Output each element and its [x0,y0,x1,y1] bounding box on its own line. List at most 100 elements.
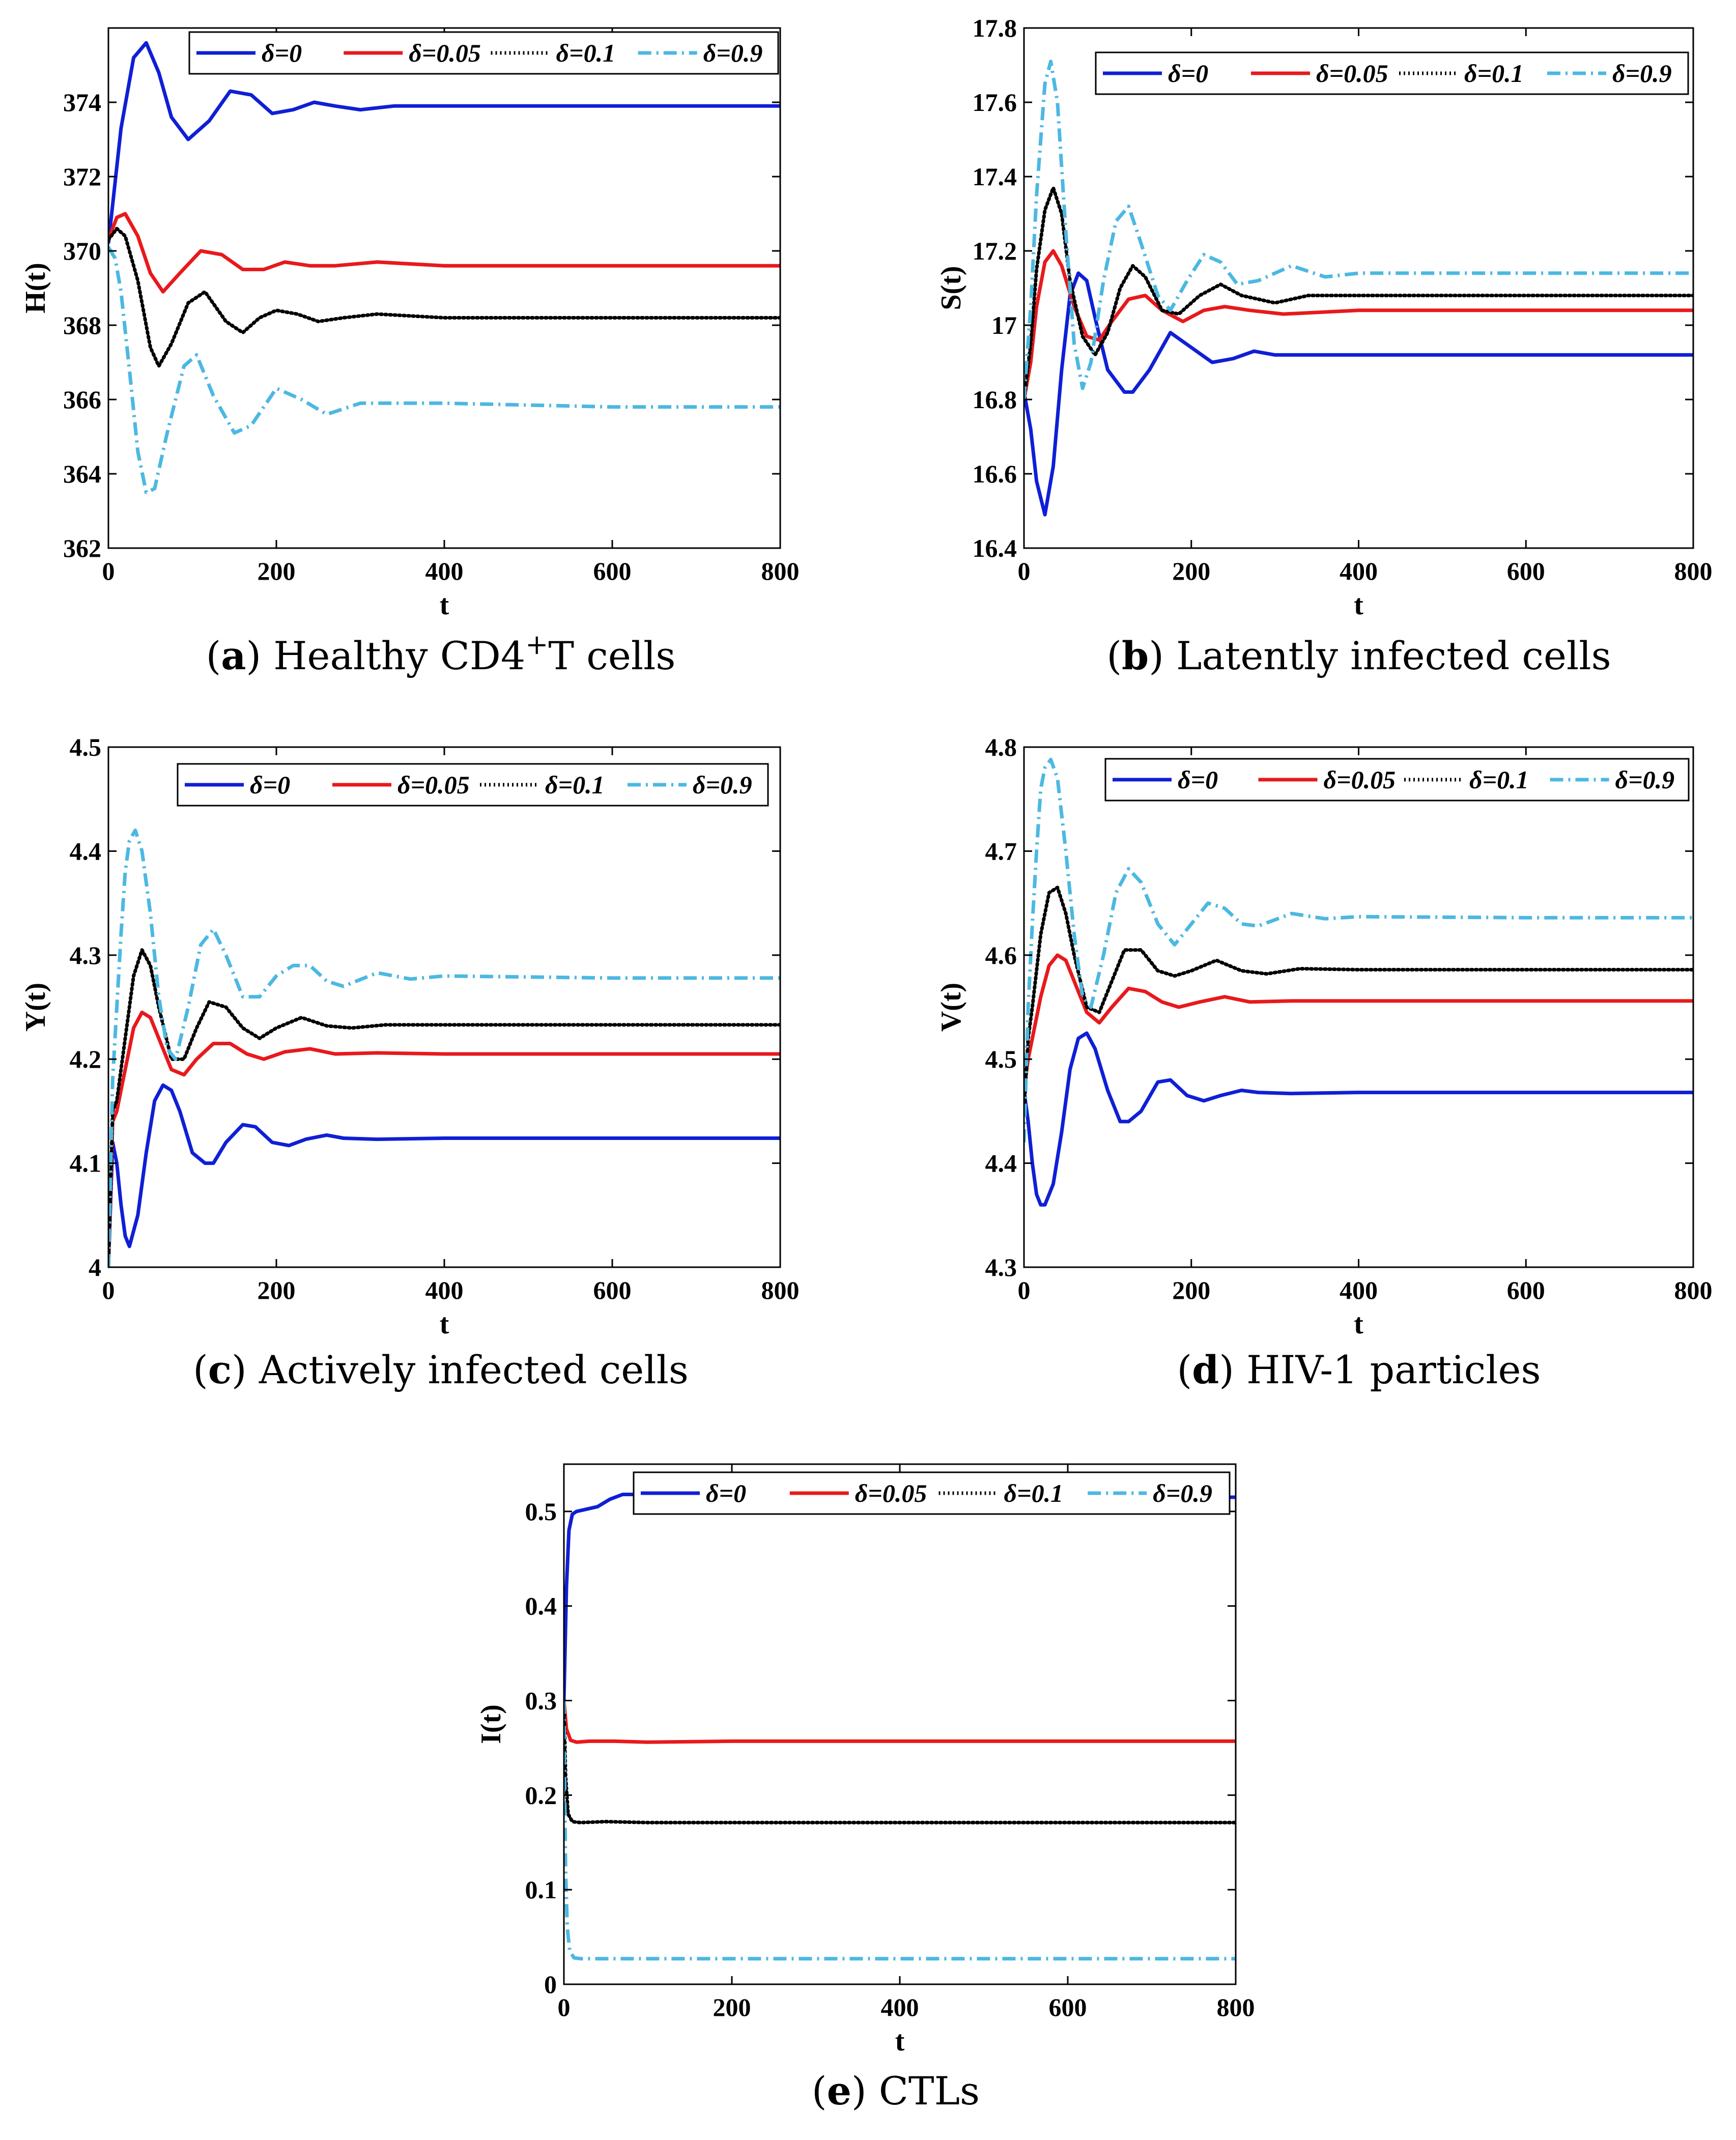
caption-paren-open: ( [193,1347,208,1392]
y-tick-label: 374 [63,88,101,117]
caption-paren-open: ( [812,2068,827,2114]
series-group [1024,758,1693,1207]
series-line-1 [108,212,780,294]
legend-label: δ=0.1 [1469,765,1529,794]
series-line-1 [108,1010,780,1267]
legend: δ=0 δ=0.05 δ=0.1 δ=0.9 [633,1471,1231,1515]
legend-label: δ=0 [1178,765,1218,794]
legend-label: δ=0 [250,771,290,799]
caption-text: Actively infected cells [259,1347,689,1392]
x-tick-label: 200 [1172,1276,1210,1304]
x-tick-label: 800 [1674,1276,1713,1304]
series-line-2 [108,226,780,368]
caption-text: HIV-1 particles [1246,1347,1541,1392]
legend-label: δ=0.1 [1464,59,1524,88]
y-tick-label: 4 [89,1253,101,1281]
legend-label: δ=0.9 [1612,59,1672,88]
y-axis-label: S(t) [935,266,967,310]
legend-label: δ=0.9 [693,771,752,799]
series-line-2 [1024,886,1693,1113]
panel-b: 0 200 400 600 800 16.4 16.6 16.8 17 17.2 17.4 17.6 1… [935,14,1713,678]
caption-paren-close: ) [851,2068,879,2114]
legend: δ=0 δ=0.05 δ=0.1 δ=0.9 [1104,758,1690,802]
y-axis-label: H(t) [20,263,51,313]
y-tick-label: 0.3 [525,1687,557,1715]
panels: 0 200 400 600 800362364366368370372374tH(t)δ… [20,14,1713,2114]
legend-label: δ=0 [706,1479,746,1507]
legend-box [633,1471,1231,1515]
series-line-1 [1024,249,1693,400]
y-tick-label: 4.5 [70,733,102,761]
caption-paren-close: ) [1149,633,1176,678]
caption-text-post: T cells [548,633,675,678]
legend-label: δ=0.9 [1153,1479,1212,1507]
x-tick-label: 600 [1507,557,1545,585]
x-tick-label: 0 [1018,1276,1031,1304]
panel-a: 0 200 400 600 800 362 364 366 368 370 372 374 t H(t) δ… [20,27,800,678]
y-tick-label: 0.2 [525,1781,557,1809]
caption-paren-close: ) [232,1347,259,1392]
series-line-0 [108,41,780,244]
x-tick-label: 200 [258,557,296,585]
x-tick-label: 400 [881,1993,919,2021]
legend-label: δ=0.05 [397,771,470,799]
y-tick-label: 370 [63,237,101,265]
panel-caption: (a) Healthy CD4+T cells [206,629,676,678]
x-tick-label: 0 [1018,557,1031,585]
series-line-0 [1024,271,1693,517]
y-tick-label: 4.3 [70,941,102,969]
y-tick-label: 364 [63,460,101,488]
y-tick-label: 372 [63,162,101,191]
legend: δ=0 δ=0.05 δ=0.1 δ=0.9 [188,31,779,75]
series-line-3 [108,829,780,1267]
x-tick-label: 800 [1217,1993,1255,2021]
y-tick-label: 4.8 [985,733,1017,761]
x-tick-label: 0 [102,1276,115,1304]
x-tick-label: 600 [1049,1993,1087,2021]
y-tick-label: 4.4 [985,1149,1017,1178]
legend-label: δ=0.05 [409,39,481,67]
caption-text: Latently infected cells [1176,633,1611,678]
x-axis-label: t [1354,589,1363,621]
caption-letter: b [1122,633,1149,678]
series-line-2 [1024,186,1693,402]
x-tick-label: 200 [713,1993,751,2021]
legend-label: δ=0 [262,39,302,67]
x-tick-label: 600 [593,1276,632,1304]
caption-paren-open: ( [1177,1347,1192,1392]
caption-paren-open: ( [206,633,221,678]
y-tick-label: 17.8 [973,14,1017,42]
y-tick-label: 4.6 [985,941,1017,969]
x-tick-label: 800 [761,1276,800,1304]
y-tick-label: 17.4 [973,162,1017,191]
legend-label: δ=0.05 [1324,765,1396,794]
legend-label: δ=0.1 [545,771,605,799]
panel-caption: (e) CTLs [812,2068,980,2114]
y-tick-label: 0.1 [525,1875,557,1904]
series-line-3 [564,1700,1236,1961]
legend-label: δ=0.05 [855,1479,927,1507]
x-tick-label: 800 [1674,557,1713,585]
y-tick-label: 4.1 [70,1149,102,1178]
caption-text: CTLs [879,2068,980,2114]
y-tick-label: 17 [991,311,1017,339]
y-tick-label: 17.6 [973,88,1017,117]
x-axis-label: t [895,2025,905,2057]
caption-paren-close: ) [1219,1347,1246,1392]
panel-caption: (c) Actively infected cells [193,1347,689,1392]
legend-box [1104,758,1690,802]
x-tick-label: 200 [258,1276,296,1304]
legend-label: δ=0.1 [556,39,616,67]
caption-text: Healthy CD4 [273,633,525,678]
series-line-3 [1024,60,1693,400]
series-line-1 [1024,953,1693,1091]
y-tick-label: 0 [544,1970,557,1999]
legend-box [177,763,769,807]
caption-letter: c [208,1347,232,1392]
y-tick-label: 4.7 [985,837,1017,865]
x-axis-label: t [440,1308,449,1340]
x-tick-label: 200 [1172,557,1210,585]
y-tick-label: 366 [63,385,101,414]
series-line-3 [1024,758,1693,1143]
